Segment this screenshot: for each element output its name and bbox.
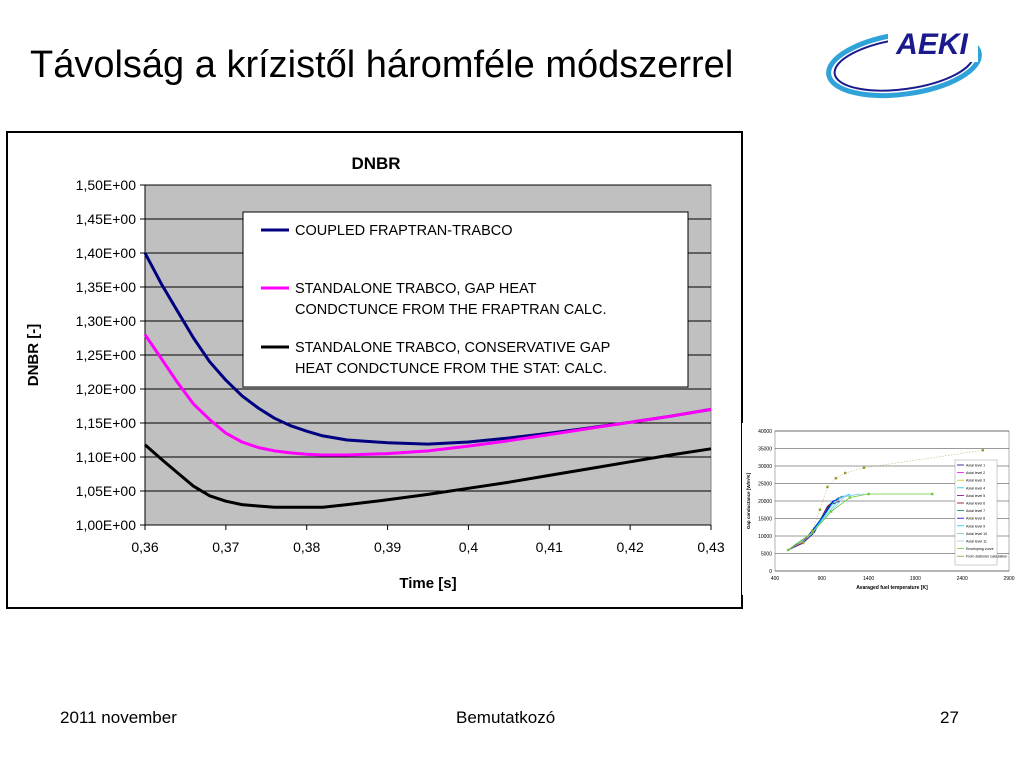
small-legend-label: From stationer calculation — [966, 555, 1007, 559]
small-legend-label: Axial level 3 — [966, 479, 985, 483]
y-tick-label: 1,50E+00 — [76, 177, 137, 193]
dnbr-chart: DNBR 1,00E+00 1,05E+00 1,10E+00 1,15E+00 1,2… — [6, 131, 743, 609]
small-series-line-13 — [802, 450, 983, 544]
small-marker — [862, 466, 866, 469]
y-axis-label: DNBR [-] — [25, 324, 42, 386]
y-tick-label: 1,40E+00 — [76, 245, 137, 261]
series-line-2 — [143, 333, 712, 457]
small-series-line-12 — [787, 493, 933, 551]
small-y-tick-label: 30000 — [758, 464, 772, 470]
small-legend-label: Axial level 9 — [966, 524, 985, 528]
y-tick-label: 1,25E+00 — [76, 347, 137, 363]
small-legend-label: Axial level 11 — [966, 540, 987, 544]
series-line-3 — [144, 443, 712, 509]
y-tick-label: 1,45E+00 — [76, 211, 137, 227]
footer-center-text: Bemutatkozó — [456, 708, 556, 727]
chart-title: DNBR — [351, 154, 400, 173]
small-legend-label: Axial level 2 — [966, 471, 985, 475]
small-legend: Axial level 1 Axial level 2 Axial level 3 A… — [954, 459, 1007, 566]
gap-conductance-chart: 0 5000 10000 15000 20000 25000 30000 35000 40000… — [742, 423, 1018, 595]
dnbr-chart-svg: DNBR 1,00E+00 1,05E+00 1,10E+00 1,15E+00 1,2… — [25, 154, 725, 592]
small-marker — [801, 541, 805, 545]
small-x-axis-label: Avaraged fuel temperature [K] — [856, 585, 928, 591]
small-marker — [844, 471, 847, 475]
series-lines — [143, 252, 712, 509]
gap-conductance-svg: 0 5000 10000 15000 20000 25000 30000 35000 40000… — [746, 429, 1015, 591]
aeki-logo: AEKI — [826, 28, 982, 99]
small-x-tick-label: 1900 — [910, 576, 921, 582]
legend-label-2: CONDCTUNCE FROM THE FRAPTRAN CALC. — [295, 302, 607, 318]
small-x-tick-label: 2400 — [957, 576, 968, 582]
small-x-tick-label: 400 — [771, 576, 780, 582]
y-tick-label: 1,05E+00 — [76, 483, 137, 499]
x-tick-label: 0,42 — [617, 539, 644, 555]
small-y-axis-label: Gap conductance [W/m²K] — [746, 472, 751, 529]
x-tick-label: 0,41 — [536, 539, 563, 555]
small-marker — [931, 492, 934, 496]
y-tick-label: 1,00E+00 — [76, 517, 137, 533]
y-tick-label: 1,15E+00 — [76, 415, 137, 431]
small-marker — [829, 510, 833, 513]
small-x-tick-label: 1400 — [863, 576, 874, 582]
small-marker — [834, 477, 838, 480]
small-marker — [818, 508, 822, 511]
small-marker — [786, 548, 790, 552]
legend-box — [242, 211, 689, 388]
small-marker — [848, 496, 852, 499]
small-y-tick-label: 40000 — [758, 429, 772, 435]
small-y-tick-label: 25000 — [758, 481, 772, 487]
small-y-tick-label: 10000 — [758, 534, 772, 540]
slide-title: Távolság a krízistől háromféle módszerre… — [30, 44, 734, 86]
small-y-tick-labels: 0 5000 10000 15000 20000 25000 30000 35000 40000 — [758, 429, 772, 575]
small-legend-box — [954, 459, 998, 566]
small-x-tick-label: 2900 — [1003, 576, 1014, 582]
x-tick-label: 0,39 — [374, 539, 401, 555]
legend-label-2: STANDALONE TRABCO, GAP HEAT — [295, 281, 537, 297]
x-tick-labels: 0,36 0,37 0,38 0,39 0,4 0,41 0,42 0,43 — [131, 539, 724, 555]
page-number: 27 — [940, 708, 959, 727]
y-tick-label: 1,10E+00 — [76, 449, 137, 465]
x-tick-label: 0,4 — [459, 539, 479, 555]
small-legend-label: Axial level 6 — [966, 502, 985, 506]
y-tick-label: 1,35E+00 — [76, 279, 137, 295]
small-y-tick-label: 0 — [769, 569, 772, 575]
small-legend-label: Axial level 10 — [966, 532, 987, 536]
small-series-lines — [786, 449, 984, 552]
y-tick-label: 1,20E+00 — [76, 381, 137, 397]
small-marker — [981, 449, 984, 452]
small-legend-label: Axial level 8 — [966, 517, 985, 521]
small-marker — [811, 529, 814, 532]
small-legend-label: Axial level 1 — [966, 464, 985, 468]
small-marker — [867, 492, 870, 496]
legend-label-3: HEAT CONDCTUNCE FROM THE STAT: CALC. — [295, 361, 607, 377]
legend-label-1: COUPLED FRAPTRAN-TRABCO — [295, 223, 513, 239]
small-x-tick-labels: 400 900 1400 1900 2400 2900 — [771, 576, 1015, 582]
y-tick-label: 1,30E+00 — [76, 313, 137, 329]
small-legend-label: Axial level 5 — [966, 494, 985, 498]
legend-label-3: STANDALONE TRABCO, CONSERVATIVE GAP — [295, 340, 610, 356]
small-legend-label: Axial level 7 — [966, 509, 985, 513]
x-tick-label: 0,38 — [293, 539, 320, 555]
small-marker — [826, 485, 829, 489]
small-marker — [811, 531, 814, 534]
small-x-tick-label: 900 — [818, 576, 827, 582]
footer-date: 2011 november — [60, 708, 177, 727]
y-tick-labels: 1,00E+00 1,05E+00 1,10E+00 1,15E+00 1,20E+00… — [76, 177, 137, 533]
small-y-tick-label: 15000 — [758, 516, 772, 522]
small-y-tick-label: 20000 — [758, 499, 772, 505]
small-y-tick-label: 35000 — [758, 446, 772, 452]
x-tick-label: 0,43 — [697, 539, 724, 555]
x-tick-label: 0,36 — [131, 539, 158, 555]
logo-text: AEKI — [895, 28, 968, 61]
x-tick-label: 0,37 — [212, 539, 239, 555]
x-axis-label: Time [s] — [399, 575, 456, 592]
small-y-tick-label: 5000 — [761, 551, 772, 557]
small-legend-label: Axial level 4 — [966, 486, 985, 490]
small-legend-label: Enveloping curve — [966, 547, 994, 551]
legend: COUPLED FRAPTRAN-TRABCO STANDALONE TRABCO… — [242, 211, 689, 388]
